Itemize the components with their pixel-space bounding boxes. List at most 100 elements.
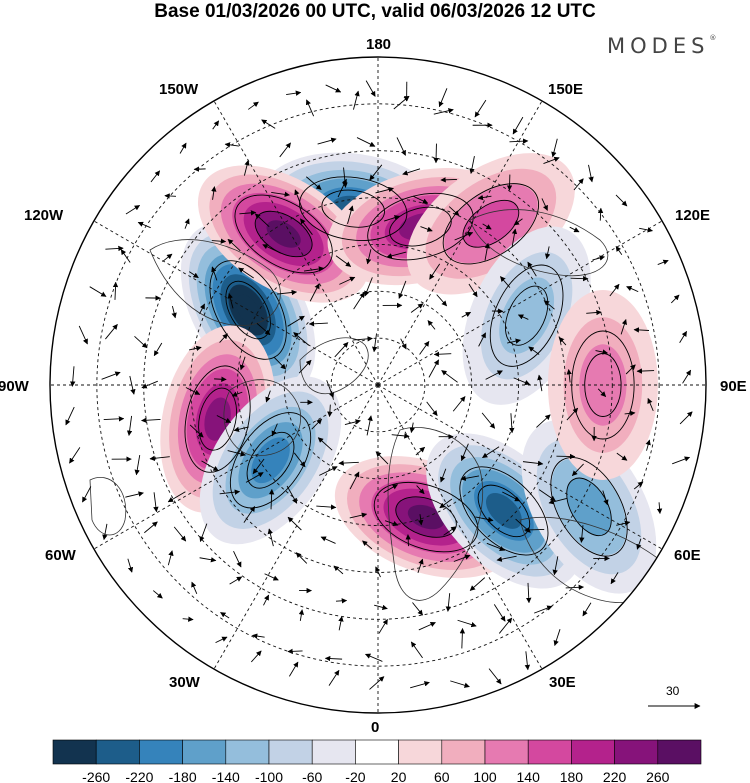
height-contour [504, 285, 549, 346]
wind-arrow [461, 311, 472, 318]
wind-arrow [418, 514, 424, 526]
wind-arrow [287, 516, 302, 531]
height-contour [442, 183, 540, 265]
wind-arrow [509, 413, 515, 434]
wind-arrow [103, 416, 125, 422]
wind-arrow [482, 223, 492, 230]
wind-arrow [252, 458, 265, 475]
wind-arrow [137, 221, 151, 229]
wind-arrow [412, 195, 429, 204]
colorbar-tick-label: -260 [82, 769, 110, 783]
latitude-circle [283, 290, 473, 480]
wind-arrow [245, 472, 264, 483]
wind-arrow [526, 582, 532, 604]
wind-arrow [486, 542, 506, 552]
wind-arrow [199, 303, 205, 315]
height-contour [489, 264, 564, 367]
wind-arrow [89, 286, 107, 297]
wind-arrow [592, 255, 605, 261]
wind-arrow [485, 370, 503, 380]
wind-arrow [624, 410, 636, 417]
wind-arrow [582, 602, 592, 617]
wind-arrow [279, 142, 291, 158]
height-contour [462, 199, 520, 248]
wind-arrow [144, 521, 158, 534]
wind-arrow [420, 226, 433, 232]
wind-arrow [250, 650, 262, 663]
lon-label-30w: 30W [169, 674, 200, 691]
wind-arrow [468, 283, 478, 298]
wind-arrow [453, 554, 471, 562]
height-contour [389, 206, 452, 247]
wind-arrow [294, 189, 303, 209]
wind-arrow [597, 388, 607, 397]
meridian-line [213, 100, 379, 386]
wind-arrow [417, 558, 424, 574]
wind-arrow [264, 573, 279, 581]
wind-arrow [552, 556, 559, 576]
lat-lon-grid [50, 57, 706, 713]
wind-arrow [615, 245, 623, 255]
wind-arrow [120, 249, 131, 263]
wind-arrow [498, 617, 513, 634]
wind-arrow [349, 512, 368, 519]
wind-arrow [597, 207, 604, 221]
wind-arrow [460, 475, 480, 481]
wind-arrow [383, 215, 400, 222]
colorbar-tick-label: -60 [302, 769, 322, 783]
wind-arrow [551, 138, 558, 158]
wind-arrow [656, 502, 663, 515]
lon-label-90e: 90E [720, 378, 747, 395]
height-contour [229, 412, 312, 509]
wind-arrow [214, 376, 227, 382]
wind-arrow [527, 261, 537, 277]
wind-arrow [356, 137, 376, 147]
wind-arrow [262, 244, 281, 254]
wind-arrow [70, 366, 76, 387]
wind-arrow [573, 178, 584, 191]
colorbar-tick-label: -20 [345, 769, 365, 783]
wind-arrow [620, 319, 627, 335]
wind-arrow [474, 99, 487, 118]
wind-arrow [558, 336, 567, 346]
colorbar-tick-label: 220 [603, 769, 627, 783]
wind-arrow [239, 356, 246, 371]
colorbar-tick-label: -100 [255, 769, 283, 783]
wind-arrow [69, 447, 81, 464]
lon-label-90w: 90W [0, 378, 29, 395]
wind-arrow [271, 423, 278, 437]
wind-arrow [482, 446, 500, 459]
wind-arrow [286, 485, 298, 504]
wind-arrow [460, 443, 469, 462]
wind-arrow [247, 101, 259, 110]
wind-arrow [101, 371, 121, 380]
wind-arrow [298, 609, 305, 621]
wind-arrow [602, 490, 609, 506]
height-contour [373, 481, 479, 553]
wind-arrow [419, 340, 430, 355]
wind-arrow [308, 321, 328, 327]
wind-arrow [481, 412, 496, 429]
lon-label-0: 0 [371, 719, 380, 736]
wind-arrow [570, 275, 589, 282]
wind-arrow [167, 550, 174, 566]
wind-arrow [626, 286, 639, 293]
latitude-circle [96, 103, 660, 667]
wind-arrow [459, 627, 466, 649]
wind-arrow [433, 108, 454, 115]
wind-arrow [636, 368, 655, 374]
lon-label-180: 180 [366, 36, 392, 53]
wind-arrow [369, 676, 385, 690]
lon-label-60w: 60W [45, 547, 76, 564]
wind-arrow [316, 504, 337, 510]
wind-arrow [500, 276, 511, 288]
wind-arrow [338, 460, 359, 466]
wind-arrow [134, 454, 141, 476]
wind-arrow [298, 359, 312, 374]
map-title: Base 01/03/2026 00 UTC, valid 06/03/2026… [154, 1, 596, 22]
meridian-line [213, 384, 379, 670]
wind-arrow [276, 289, 298, 296]
anomaly-high-150w [266, 220, 301, 248]
wind-arrow [317, 437, 333, 451]
